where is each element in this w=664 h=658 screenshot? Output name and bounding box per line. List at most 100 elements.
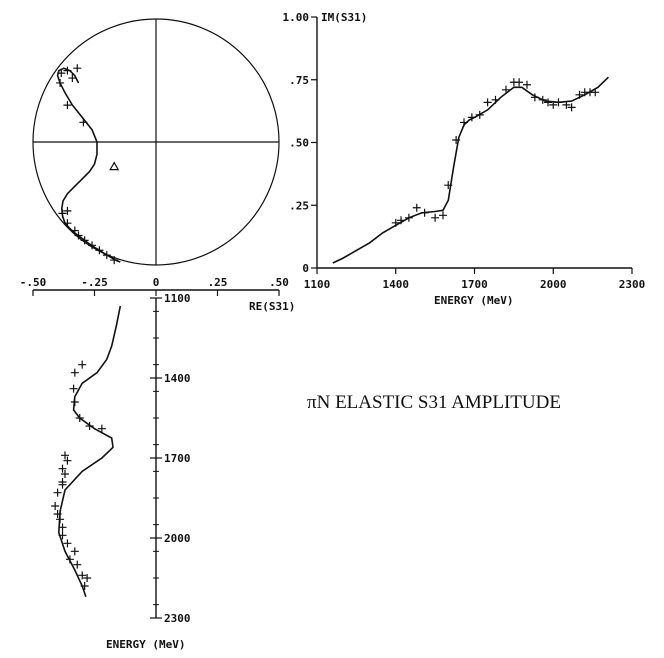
argand-point: [63, 206, 72, 215]
argand-point: [63, 219, 72, 228]
re-point: [63, 456, 72, 465]
argand-point: [57, 69, 66, 78]
im-y-tick-label: 1.00: [283, 11, 310, 24]
re-point: [80, 582, 89, 590]
re-panel: 1100 1400 1700 2000 2300 ENERGY (MeV): [51, 292, 191, 651]
re-point: [60, 470, 69, 478]
re-point: [70, 547, 79, 556]
argand-point: [73, 64, 82, 73]
re-axis-ticks: -.50 -.25 0 .25 .50: [20, 276, 289, 296]
im-x-tick-label: 1100: [304, 278, 331, 291]
re-energy-tick-label: 1400: [164, 372, 191, 385]
re-point: [70, 368, 79, 377]
argand-point: [70, 226, 79, 235]
re-point: [75, 414, 84, 422]
im-point: [502, 85, 510, 94]
argand-data-points: [56, 64, 119, 265]
im-x-tick-label: 2300: [619, 278, 646, 291]
im-data-points: [391, 78, 600, 227]
re-point: [53, 488, 62, 497]
im-y-tick-label: .25: [289, 199, 309, 212]
im-panel: 0 .25 .50 .75 1.00 1100 1400 1700 2000 2300 IM(S…: [283, 11, 646, 307]
re-energy-tick-label: 2300: [164, 612, 191, 625]
im-point: [523, 80, 531, 89]
im-point: [544, 98, 552, 107]
re-point: [58, 523, 67, 532]
im-x-tick-label: 2000: [540, 278, 567, 291]
argand-point: [80, 236, 89, 245]
re-energy-tick-label: 2000: [164, 532, 191, 545]
re-energy-ticks: 1100 1400 1700 2000 2300: [150, 292, 191, 625]
im-point: [530, 93, 539, 102]
re-point: [78, 360, 87, 369]
re-energy-axis-title: ENERGY (MeV): [106, 638, 185, 651]
re-data-points: [51, 360, 106, 590]
re-point: [70, 398, 79, 406]
im-point: [538, 95, 547, 104]
re-axis-tick-label: .25: [208, 276, 228, 289]
re-point: [63, 539, 72, 548]
argand-point: [102, 251, 111, 260]
re-point: [69, 384, 78, 393]
argand-fit-curve: [56, 67, 121, 263]
im-point: [591, 88, 600, 97]
re-fit-curve: [57, 305, 122, 597]
re-point: [97, 424, 106, 433]
im-point: [397, 216, 405, 225]
im-x-tick-label: 1700: [461, 278, 488, 291]
im-point: [431, 213, 440, 222]
im-point: [460, 118, 468, 127]
argand-marker-group: [109, 161, 120, 171]
figure-title: πN ELASTIC S31 AMPLITUDE: [307, 392, 561, 413]
re-point: [73, 560, 82, 569]
re-point: [56, 515, 65, 524]
im-point: [575, 90, 584, 99]
im-point: [452, 135, 461, 144]
re-energy-tick-label: 1100: [164, 292, 191, 305]
im-point: [475, 110, 484, 119]
im-point: [467, 113, 476, 122]
argand-point: [95, 246, 104, 255]
re-point: [60, 451, 69, 460]
argand-point: [63, 101, 72, 110]
argand-point: [74, 231, 83, 240]
argand-point: [58, 209, 67, 218]
argand-point: [68, 74, 77, 83]
re-point: [83, 574, 92, 582]
argand-point: [110, 256, 119, 265]
im-point: [567, 103, 576, 112]
argand-triangle-marker: [109, 161, 120, 171]
re-axis-title: RE(S31): [249, 300, 295, 313]
re-point: [65, 555, 74, 564]
re-point: [58, 531, 67, 540]
im-point: [444, 181, 453, 190]
im-x-tick-label: 1400: [383, 278, 410, 291]
im-point: [549, 100, 558, 109]
argand-point: [79, 118, 88, 127]
im-y-tick-label: .50: [289, 137, 309, 150]
re-point: [85, 422, 94, 430]
im-y-ticks: 0 .25 .50 .75 1.00: [283, 11, 317, 275]
re-point: [58, 480, 67, 489]
im-point: [404, 213, 413, 222]
re-axis-tick-label: 0: [153, 276, 160, 289]
im-point: [515, 78, 524, 87]
im-x-ticks: 1100 1400 1700 2000 2300: [304, 268, 646, 291]
im-point: [483, 98, 492, 107]
argand-point: [56, 78, 65, 87]
re-axis-tick-label: .50: [269, 276, 289, 289]
re-point: [51, 502, 60, 510]
im-y-tick-label: 0: [302, 262, 309, 275]
im-point: [391, 218, 400, 227]
im-point: [412, 203, 421, 212]
im-point: [439, 211, 447, 220]
im-y-tick-label: .75: [289, 74, 309, 87]
argand-point: [63, 66, 72, 75]
im-axis-title: IM(S31): [321, 11, 367, 24]
re-axis-tick-label: -.25: [81, 276, 108, 289]
im-point: [420, 208, 429, 217]
re-point: [53, 510, 62, 518]
argand-panel: -.50 -.25 0 .25 .50 RE(S31): [20, 18, 295, 313]
im-point: [562, 100, 571, 109]
